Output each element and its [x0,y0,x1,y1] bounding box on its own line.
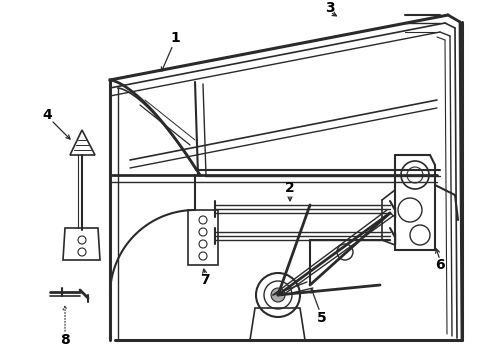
Text: 3: 3 [325,1,335,15]
Text: 1: 1 [170,31,180,45]
Text: 4: 4 [42,108,52,122]
Text: 8: 8 [60,333,70,347]
Circle shape [337,244,353,260]
Text: 5: 5 [317,311,327,325]
Text: 7: 7 [200,273,210,287]
Text: 2: 2 [285,181,295,195]
Circle shape [271,288,285,302]
Text: 6: 6 [435,258,445,272]
